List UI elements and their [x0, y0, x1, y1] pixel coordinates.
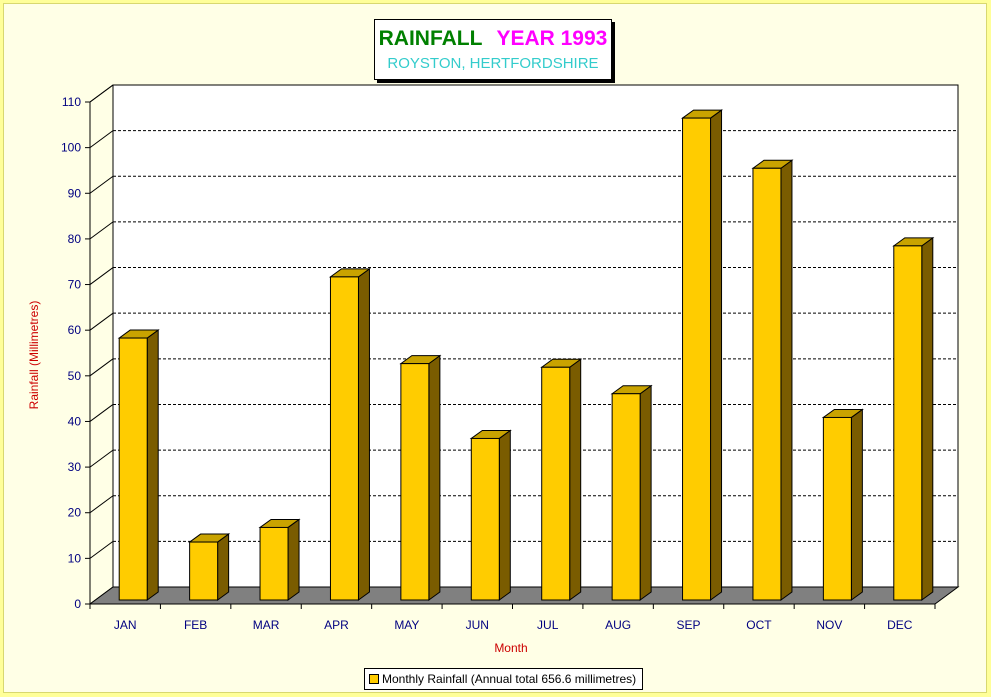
x-axis-title: Month	[494, 641, 527, 655]
y-tick-label: 0	[74, 597, 81, 611]
bar-may	[399, 354, 442, 601]
y-tick-label: 20	[68, 506, 82, 520]
bar-jul	[540, 358, 583, 601]
bar-front	[541, 366, 571, 601]
gridline-side	[89, 130, 114, 149]
y-tick-label: 40	[68, 414, 82, 428]
title-line: RAINFALL YEAR 1993	[375, 26, 611, 52]
x-tick-label-jan: JAN	[114, 618, 137, 632]
x-tick-label-sep: SEP	[677, 618, 701, 632]
y-tick-label: 80	[68, 232, 82, 246]
bar-side	[639, 384, 652, 601]
bar-front	[752, 167, 782, 601]
gridline-side	[89, 449, 114, 468]
gridline-side	[89, 540, 114, 559]
back-wall	[112, 84, 959, 588]
gridline-side	[89, 404, 114, 422]
gridline-side	[89, 221, 114, 240]
bar-front	[822, 416, 852, 601]
bar-front	[611, 393, 641, 601]
bar-side	[710, 109, 723, 601]
bar-side	[569, 358, 582, 601]
x-tick-label-jul: JUL	[537, 618, 559, 632]
bar-jan	[117, 329, 160, 601]
gridline-side	[89, 312, 114, 331]
bar-front	[189, 541, 219, 601]
bar-side	[921, 236, 934, 601]
bar-side	[146, 329, 159, 601]
y-tick-label: 30	[68, 460, 82, 474]
y-tick-label: 60	[68, 323, 82, 337]
gridline-side	[89, 84, 114, 103]
legend-label: Monthly Rainfall (Annual total 656.6 mil…	[382, 672, 637, 686]
bar-aug	[610, 384, 653, 601]
x-tick-label-may: MAY	[394, 618, 419, 632]
x-tick-label-oct: OCT	[746, 618, 772, 632]
bar-side	[287, 518, 300, 601]
bar-feb	[188, 533, 231, 601]
bar-nov	[821, 408, 864, 601]
bar-front	[893, 245, 923, 601]
x-tick-label-dec: DEC	[887, 618, 913, 632]
gridline-side	[89, 175, 114, 194]
chart-title: RAINFALL	[378, 27, 483, 50]
chart-subtitle: ROYSTON, HERTFORDSHIRE	[387, 55, 599, 72]
gridline-side	[89, 495, 114, 514]
bar-side	[498, 429, 511, 601]
chart-walls	[89, 84, 959, 604]
y-tick-label: 70	[68, 278, 82, 292]
y-tick-label: 90	[68, 186, 82, 200]
x-tick-label-feb: FEB	[184, 618, 207, 632]
gridline-side	[89, 358, 114, 377]
x-tick-label-apr: APR	[324, 618, 349, 632]
bar-side	[357, 267, 370, 601]
y-axis: 0 10 20 30 40 50 60 70 80 90 100 110	[61, 95, 90, 611]
legend: Monthly Rainfall (Annual total 656.6 mil…	[364, 668, 644, 690]
chart-title-box: RAINFALL YEAR 1993 ROYSTON, HERTFORDSHIRE	[374, 19, 612, 80]
bar-dec	[892, 236, 935, 601]
bar-front	[329, 276, 359, 601]
bars	[117, 109, 935, 601]
bar-front	[682, 117, 712, 601]
y-tick-label: 100	[61, 141, 81, 155]
bar-front	[470, 437, 500, 601]
bar-front	[259, 526, 289, 601]
y-axis-title: Rainfall (Millimetres)	[27, 301, 41, 410]
y-tick-label: 110	[62, 95, 81, 109]
bar-side	[428, 354, 441, 601]
bar-sep	[681, 109, 724, 601]
y-tick-label: 50	[68, 369, 82, 383]
bar-oct	[751, 159, 794, 601]
bar-front	[118, 337, 148, 601]
legend-swatch	[369, 673, 379, 684]
x-tick-label-nov: NOV	[816, 618, 842, 632]
bar-front	[400, 363, 430, 601]
bar-side	[780, 159, 793, 601]
x-axis: JAN FEB MAR APR MAY JUN JUL AUG SEP OCT NOV DEC	[89, 604, 936, 632]
x-tick-label-mar: MAR	[253, 618, 280, 632]
x-tick-label-aug: AUG	[605, 618, 631, 632]
chart-year: YEAR 1993	[496, 27, 608, 50]
bar-side	[850, 408, 863, 601]
gridline-side	[89, 267, 114, 285]
bar-side	[217, 533, 230, 601]
bar-mar	[258, 518, 301, 601]
bar-jun	[469, 429, 512, 601]
bar-apr	[328, 267, 371, 601]
x-tick-label-jun: JUN	[466, 618, 489, 632]
y-tick-label: 10	[68, 551, 82, 565]
